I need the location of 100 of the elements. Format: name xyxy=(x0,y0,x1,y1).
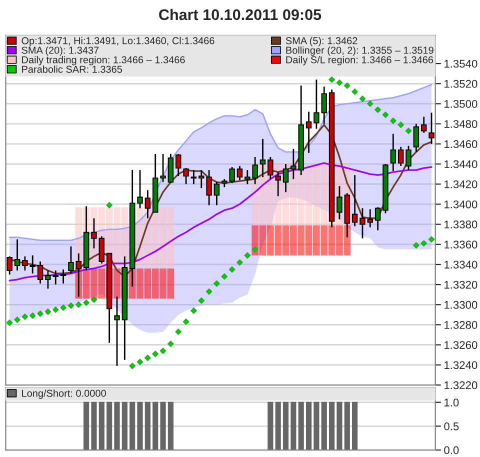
legend-label: Op:1.3471, Hi:1.3491, Lo:1.3460, Cl:1.3466 xyxy=(22,36,214,46)
candlestick xyxy=(428,112,434,145)
point xyxy=(129,362,136,370)
y-tick-label: 1.3280 xyxy=(444,321,478,329)
point xyxy=(336,79,343,86)
y-tick-label: 1.3380 xyxy=(444,220,478,228)
candlestick xyxy=(360,208,366,240)
y-tick-label: 0.0 xyxy=(444,446,459,454)
point xyxy=(75,301,82,308)
y-tick-label: 1.3500 xyxy=(444,100,478,108)
bar xyxy=(167,268,174,299)
point xyxy=(366,100,374,107)
y-tick-label: 1.3460 xyxy=(444,140,478,148)
point xyxy=(83,299,90,306)
bar xyxy=(320,225,328,256)
candlestick xyxy=(198,169,204,189)
point xyxy=(252,246,258,253)
y-tick-label: 1.3240 xyxy=(444,361,478,370)
point xyxy=(206,288,212,295)
point xyxy=(359,95,366,102)
bar xyxy=(328,225,336,256)
point xyxy=(328,76,336,83)
point xyxy=(182,318,190,325)
bar xyxy=(274,225,282,256)
point xyxy=(52,306,59,313)
candlestick xyxy=(390,133,396,172)
candlestick xyxy=(413,123,420,153)
point xyxy=(14,316,20,323)
bar xyxy=(167,207,174,268)
bar xyxy=(144,268,152,299)
y-tick-label: 1.0 xyxy=(444,398,459,406)
point xyxy=(198,297,205,304)
point xyxy=(428,236,435,243)
point xyxy=(190,307,197,314)
candlestick xyxy=(37,260,44,284)
point xyxy=(236,259,243,266)
candlestick xyxy=(183,167,189,185)
bar xyxy=(114,207,120,268)
point xyxy=(213,280,220,287)
point xyxy=(221,273,228,280)
point xyxy=(106,202,113,208)
y-tick-label: 1.3220 xyxy=(444,381,478,390)
y-tick-label: 1.3540 xyxy=(444,60,478,68)
point xyxy=(405,128,412,134)
bar xyxy=(266,225,274,256)
candlestick xyxy=(321,86,327,125)
point xyxy=(244,252,251,259)
bar xyxy=(305,225,312,256)
bar xyxy=(298,225,305,256)
legend-label: SMA (20): 1.3437 xyxy=(22,46,99,56)
bar xyxy=(313,225,320,256)
candlestick xyxy=(60,268,66,284)
bar xyxy=(313,164,320,226)
point xyxy=(6,320,13,326)
candlestick xyxy=(176,153,182,177)
point xyxy=(420,240,428,247)
y-tick-label: 0.5 xyxy=(444,422,459,430)
candlestick xyxy=(160,153,166,183)
point xyxy=(44,308,52,315)
point xyxy=(37,310,44,317)
candlestick xyxy=(214,181,220,206)
point xyxy=(152,350,159,358)
point xyxy=(398,122,404,128)
bar xyxy=(136,268,144,299)
legend-label: Daily trading region: 1.3466 – 1.3466 xyxy=(22,56,185,66)
candlestick xyxy=(68,246,74,274)
bar xyxy=(259,225,266,256)
y-tick-label: 1.3320 xyxy=(444,280,478,289)
candlestick xyxy=(45,270,51,290)
candlestick xyxy=(306,111,312,154)
point xyxy=(352,88,358,95)
y-tick-label: 1.3400 xyxy=(444,200,478,208)
line-series xyxy=(8,162,432,282)
legend-label: Bollinger (20, 2): 1.3355 – 1.3519 xyxy=(286,46,434,56)
point xyxy=(374,106,382,113)
point xyxy=(390,118,396,124)
point xyxy=(136,358,144,366)
candlestick xyxy=(367,208,374,228)
bar xyxy=(305,164,312,226)
candlestick xyxy=(374,206,381,232)
legend-label: Parabolic SAR: 1.3365 xyxy=(22,65,122,73)
candlestick xyxy=(14,238,20,272)
y-tick-label: 1.3340 xyxy=(444,260,478,269)
bar xyxy=(90,268,98,299)
point xyxy=(22,313,28,320)
point xyxy=(90,296,98,303)
point xyxy=(68,302,74,309)
candlestick xyxy=(6,256,12,276)
y-tick-label: 1.3300 xyxy=(444,300,478,309)
candlestick xyxy=(398,146,404,167)
point xyxy=(160,348,166,354)
candlestick xyxy=(420,116,427,134)
chart-title: Chart 10.10.2011 09:05 xyxy=(159,8,322,20)
point xyxy=(344,82,350,89)
candlestick xyxy=(406,145,412,171)
candlestick xyxy=(190,169,197,185)
point xyxy=(175,328,182,336)
y-tick-label: 1.3440 xyxy=(444,160,478,168)
y-tick-label: 1.3360 xyxy=(444,240,478,249)
legend-label: Long/Short: 0.0000 xyxy=(22,389,106,399)
